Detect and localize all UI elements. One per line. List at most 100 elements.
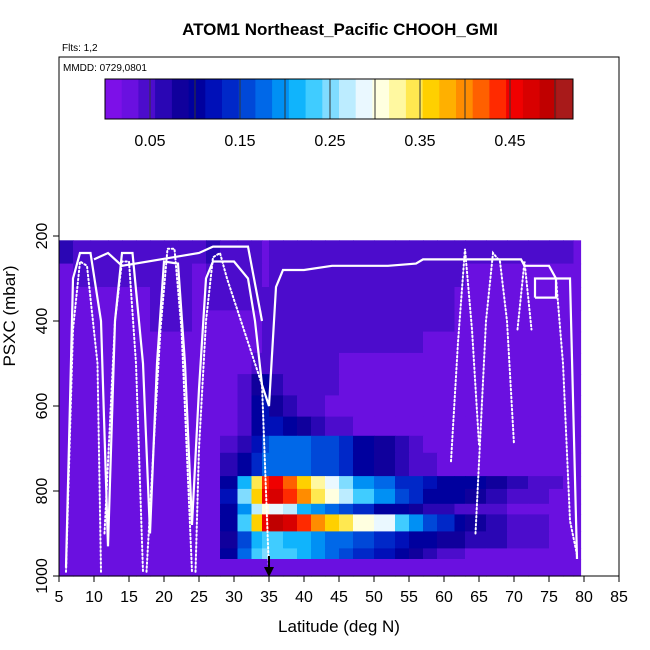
heatmap-cell (454, 503, 466, 515)
heatmap-cell (465, 548, 487, 560)
heatmap-cell (339, 416, 354, 437)
heatmap-cell (283, 331, 298, 354)
heatmap-cell (237, 287, 253, 311)
heatmap-cell (573, 435, 582, 454)
heatmap-cell (150, 514, 165, 532)
x-tick-label: 55 (400, 589, 418, 606)
colorbar-segment (339, 79, 357, 119)
heatmap-cell (507, 503, 529, 515)
heatmap-cell (178, 559, 193, 577)
heatmap-cell (178, 548, 193, 560)
heatmap-cell (59, 452, 74, 477)
heatmap-cell (563, 452, 575, 477)
heatmap-cell (262, 240, 270, 265)
heatmap-cell (122, 531, 137, 549)
heatmap-cell (136, 503, 151, 515)
heatmap-cell (573, 488, 582, 505)
heatmap-cell (283, 452, 298, 477)
y-tick-label: 800 (34, 478, 51, 505)
heatmap-cell (237, 476, 253, 490)
heatmap-cell (164, 514, 179, 532)
heatmap-cell (164, 531, 179, 549)
heatmap-cell (353, 310, 375, 333)
heatmap-cell (486, 374, 508, 396)
heatmap-cell (206, 395, 221, 418)
heatmap-cell (192, 514, 207, 532)
heatmap-cell (251, 548, 263, 560)
heatmap-cell (269, 395, 284, 418)
heatmap-cell (297, 476, 312, 490)
heatmap-cell (220, 488, 239, 505)
heatmap-cell (454, 476, 466, 490)
heatmap-cell (220, 531, 239, 549)
heatmap-cell (528, 452, 550, 477)
heatmap-cell (164, 310, 179, 333)
heatmap-cell (423, 488, 438, 505)
heatmap-cell (339, 514, 354, 532)
heatmap-cell (353, 416, 375, 437)
heatmap-cell (237, 416, 253, 437)
heatmap-cell (573, 452, 582, 477)
heatmap-cell (395, 352, 410, 375)
heatmap-cell (178, 240, 193, 265)
heatmap-cell (353, 531, 375, 549)
heatmap-cell (192, 488, 207, 505)
y-tick-label: 600 (34, 393, 51, 420)
heatmap-cell (150, 476, 165, 490)
heatmap-cell (409, 559, 424, 577)
heatmap-cell (374, 287, 396, 311)
heatmap-cell (374, 452, 396, 477)
heatmap-cell (122, 476, 137, 490)
heatmap-cell (164, 476, 179, 490)
heatmap-cell (486, 287, 508, 311)
heatmap-cell (465, 352, 487, 375)
heatmap-cell (325, 395, 340, 418)
heatmap-cell (311, 476, 326, 490)
heatmap-cell (136, 287, 151, 311)
heatmap-cell (507, 352, 529, 375)
heatmap-cell (73, 352, 92, 375)
heatmap-cell (573, 352, 582, 375)
heatmap-cell (563, 416, 575, 437)
heatmap-cell (206, 374, 221, 396)
heatmap-cell (409, 503, 424, 515)
heatmap-cell (269, 374, 284, 396)
heatmap-cell (563, 331, 575, 354)
heatmap-cell (528, 416, 550, 437)
heatmap-cell (454, 263, 466, 288)
heatmap-cell (73, 331, 92, 354)
heatmap-cell (136, 514, 151, 532)
heatmap-cell (374, 476, 396, 490)
heatmap-cell (150, 416, 165, 437)
heatmap-cell (283, 559, 298, 577)
heatmap-cell (563, 514, 575, 532)
heatmap-cell (136, 416, 151, 437)
heatmap-cell (150, 503, 165, 515)
heatmap-cell (353, 476, 375, 490)
heatmap-cell (90, 331, 109, 354)
heatmap-cell (339, 287, 354, 311)
heatmap-cell (454, 352, 466, 375)
heatmap-cell (353, 435, 375, 454)
heatmap-cell (122, 503, 137, 515)
heatmap-cell (353, 559, 375, 577)
heatmap-cell (549, 476, 564, 490)
heatmap-cell (192, 531, 207, 549)
heatmap-cell (437, 503, 456, 515)
heatmap-cell (409, 514, 424, 532)
heatmap-cell (573, 331, 582, 354)
heatmap-cell (206, 331, 221, 354)
heatmap-cell (262, 352, 270, 375)
heatmap-cell (150, 548, 165, 560)
heatmap-cell (563, 531, 575, 549)
heatmap-cell (549, 488, 564, 505)
x-tick-label: 25 (190, 589, 208, 606)
heatmap-cell (90, 395, 109, 418)
heatmap-cell (164, 331, 179, 354)
heatmap-cell (353, 452, 375, 477)
heatmap-cell (325, 559, 340, 577)
heatmap-cell (297, 240, 312, 265)
heatmap-cell (283, 374, 298, 396)
heatmap-cell (269, 514, 284, 532)
